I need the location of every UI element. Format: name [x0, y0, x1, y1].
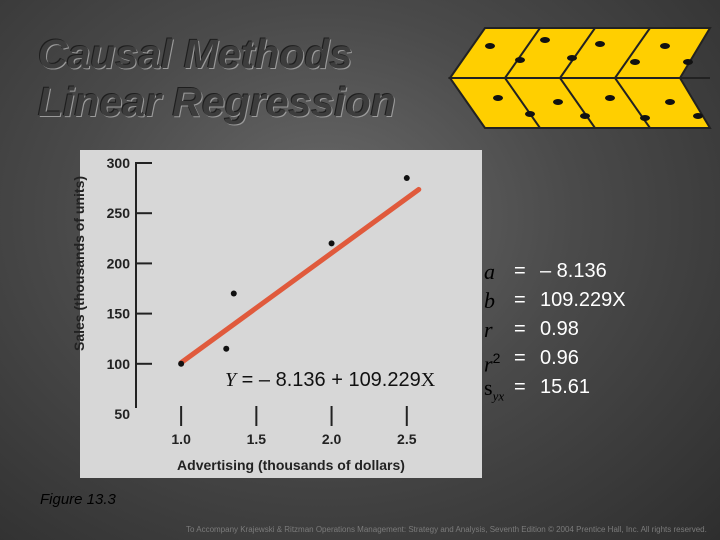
stat-equals: = [514, 347, 526, 369]
stat-symbol: a [484, 259, 495, 284]
stat-value: 0.96 [540, 347, 579, 369]
regression-equation: Y = – 8.136 + 109.229X [225, 369, 436, 391]
figure-label: Figure 13.3 [40, 491, 116, 508]
equation-var: X [421, 369, 436, 391]
stat-symbol: r2 [484, 350, 501, 377]
stat-symbol: syx [484, 375, 505, 404]
stat-symbol: b [484, 288, 495, 313]
stat-row: a = – 8.136 [484, 257, 704, 286]
y-tick-label-100: 100 [107, 356, 131, 372]
x-tick-label-2.0: 2.0 [322, 431, 342, 447]
slide-title-line-2: Linear Regression [38, 79, 396, 125]
slide-title-line-1: Causal Methods [38, 31, 353, 77]
stat-value: – 8.136 [540, 260, 607, 282]
x-axis-label: Advertising (thousands of dollars) [177, 457, 405, 473]
x-tick-label-2.5: 2.5 [397, 431, 417, 447]
stat-equals: = [514, 289, 526, 311]
y-tick-label-200: 200 [107, 255, 131, 271]
stat-row: syx = 15.61 [484, 373, 704, 403]
regression-line [178, 186, 422, 366]
stat-symbol: r [484, 317, 493, 342]
data-point-2 [223, 345, 230, 352]
x-tick-label-1.5: 1.5 [247, 431, 267, 447]
stat-equals: = [514, 260, 526, 282]
dice-logo-icon [448, 27, 712, 129]
slide-title: Causal Methods Linear Regression [38, 30, 396, 126]
stat-value: 109.229X [540, 289, 626, 311]
equation-lhs: Y [225, 369, 238, 391]
chart-panel: 300 250 200 150 100 50 1.0 1.5 2.0 2.5 Advertising… [80, 150, 482, 478]
y-tick-label-50: 50 [114, 406, 130, 422]
x-tick-label-1.0: 1.0 [171, 431, 191, 447]
data-point-1 [178, 360, 185, 367]
scatter-chart: 300 250 200 150 100 50 1.0 1.5 2.0 2.5 Advertising… [107, 155, 436, 473]
copyright-text: To Accompany Krajewski & Ritzman Operati… [186, 525, 707, 534]
data-point-5 [403, 175, 410, 182]
y-tick-label-250: 250 [107, 205, 131, 221]
stat-value: 15.61 [540, 376, 591, 398]
data-point-3 [230, 290, 237, 297]
regression-stats: a = – 8.136 b = 109.229X r = 0.98 r2 = 0.96 syx = 15.6… [484, 257, 704, 403]
stat-equals: = [514, 318, 526, 340]
stat-value: 0.98 [540, 318, 579, 340]
equation-rhs: = – 8.136 + 109.229 [236, 369, 421, 391]
stat-row: b = 109.229X [484, 286, 704, 315]
stat-row: r = 0.98 [484, 315, 704, 344]
stat-row: r2 = 0.96 [484, 344, 704, 376]
y-axis-label: Sales (thousands of units) [71, 175, 87, 351]
stat-equals: = [514, 376, 526, 398]
y-tick-label-150: 150 [107, 306, 131, 322]
data-point-4 [328, 240, 335, 247]
y-tick-label-300: 300 [107, 155, 131, 171]
